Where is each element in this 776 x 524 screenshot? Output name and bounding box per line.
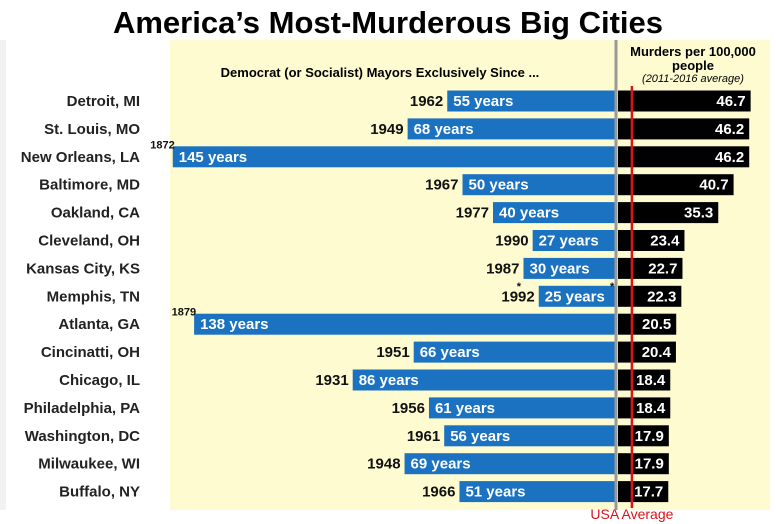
since-year-label: 1951 — [376, 344, 409, 361]
years-label: 27 years — [539, 233, 599, 250]
mayor-tenure-bar — [407, 118, 615, 140]
usa-average-label: USA Average — [590, 506, 673, 522]
since-year-label: 1879 — [172, 307, 196, 319]
city-label: Kansas City, KS — [26, 260, 140, 277]
murder-rate-label: 40.7 — [699, 177, 728, 194]
left-column-header: Democrat (or Socialist) Mayors Exclusive… — [221, 65, 540, 80]
years-label: 145 years — [179, 149, 247, 166]
mayor-tenure-bar — [413, 341, 615, 363]
murder-rate-label: 20.5 — [642, 316, 671, 333]
since-year-label: 1961 — [407, 428, 440, 445]
since-year-label: 1962 — [410, 93, 443, 110]
murder-rate-bar — [618, 146, 750, 168]
left-edge-strip — [0, 40, 6, 510]
murder-rate-label: 18.4 — [636, 372, 666, 389]
city-label: Philadelphia, PA — [24, 400, 141, 417]
since-year-label: 1977 — [456, 205, 489, 222]
city-label: Memphis, TN — [47, 288, 140, 305]
city-label: Cleveland, OH — [38, 233, 140, 250]
years-label: 68 years — [414, 121, 474, 138]
murder-rate-bar — [618, 285, 682, 307]
years-label: 66 years — [420, 344, 480, 361]
city-label: Baltimore, MD — [39, 177, 140, 194]
murder-rate-label: 18.4 — [636, 400, 666, 417]
mayor-tenure-bar — [459, 481, 615, 503]
years-label: 51 years — [465, 484, 525, 501]
murder-rate-label: 20.4 — [642, 344, 672, 361]
murder-rate-label: 22.7 — [648, 260, 677, 277]
mayor-tenure-bar — [523, 257, 615, 279]
years-label: 86 years — [359, 372, 419, 389]
city-label: Buffalo, NY — [59, 484, 140, 501]
mayor-tenure-bar — [493, 202, 615, 224]
murder-rate-bar — [618, 481, 669, 503]
murder-rate-bar — [618, 257, 683, 279]
murder-rate-label: 22.3 — [647, 288, 676, 305]
mayor-tenure-bar — [194, 313, 615, 335]
since-year-label: 1967 — [425, 177, 458, 194]
right-column-header-line2: people — [672, 58, 714, 73]
mayor-tenure-bar — [172, 146, 615, 168]
since-year-label: 1966 — [422, 484, 455, 501]
murder-rate-label: 17.9 — [635, 456, 664, 473]
city-label: New Orleans, LA — [21, 149, 140, 166]
city-label: Washington, DC — [25, 428, 140, 445]
mayor-tenure-bar — [352, 369, 615, 391]
city-label: Cincinatti, OH — [41, 344, 140, 361]
years-label: 50 years — [469, 177, 529, 194]
since-year-label: 1956 — [392, 400, 425, 417]
years-label: 69 years — [411, 456, 471, 473]
murder-rate-label: 46.2 — [715, 149, 744, 166]
since-year-label: 1949 — [370, 121, 403, 138]
since-year-label: 1948 — [367, 456, 400, 473]
years-label: 138 years — [200, 316, 268, 333]
mayor-tenure-bar — [444, 425, 615, 447]
years-label: 40 years — [499, 205, 559, 222]
asterisk-note: * — [517, 281, 522, 293]
years-label: 61 years — [435, 400, 495, 417]
since-year-label: 1992 — [501, 288, 534, 305]
mayor-tenure-bar — [447, 90, 615, 112]
chart-rows: Detroit, MI 55 years 1962 46.7 St. Louis, MO… — [21, 90, 751, 503]
murder-rate-bar — [618, 230, 685, 251]
murder-rate-bar — [618, 202, 719, 224]
since-year-label: 1931 — [315, 372, 348, 389]
city-label: Chicago, IL — [59, 372, 140, 389]
right-column-header-subtitle: (2011-2016 average) — [642, 73, 744, 85]
mayor-tenure-bar — [428, 397, 615, 419]
city-label: Atlanta, GA — [58, 316, 140, 333]
mayor-tenure-bar — [538, 285, 615, 307]
years-label: 55 years — [453, 93, 513, 110]
asterisk-note: * — [610, 281, 615, 293]
murder-rate-bar — [618, 90, 751, 112]
since-year-label: 1987 — [486, 260, 519, 277]
since-year-label: 1872 — [150, 139, 174, 151]
mayor-tenure-bar — [532, 230, 615, 251]
murder-rate-label: 17.7 — [634, 484, 663, 501]
since-year-label: 1990 — [495, 233, 528, 250]
city-label: Detroit, MI — [67, 93, 140, 110]
chart-title: America’s Most-Murderous Big Cities — [113, 5, 663, 40]
murder-rate-label: 46.2 — [715, 121, 744, 138]
mayor-tenure-bar — [462, 174, 615, 196]
city-label: Oakland, CA — [51, 205, 140, 222]
right-column-header-line1: Murders per 100,000 — [630, 44, 756, 59]
murder-rate-bar — [618, 118, 750, 140]
years-label: 56 years — [450, 428, 510, 445]
city-label: Milwaukee, WI — [38, 456, 140, 473]
murder-rate-label: 17.9 — [635, 428, 664, 445]
years-label: 25 years — [545, 288, 605, 305]
city-label: St. Louis, MO — [44, 121, 140, 138]
murder-rate-label: 46.7 — [716, 93, 745, 110]
mayor-tenure-bar — [404, 453, 615, 475]
years-label: 30 years — [530, 260, 590, 277]
murder-rate-label: 23.4 — [650, 233, 680, 250]
murder-rate-label: 35.3 — [684, 205, 713, 222]
murder-rate-bar — [618, 174, 734, 196]
